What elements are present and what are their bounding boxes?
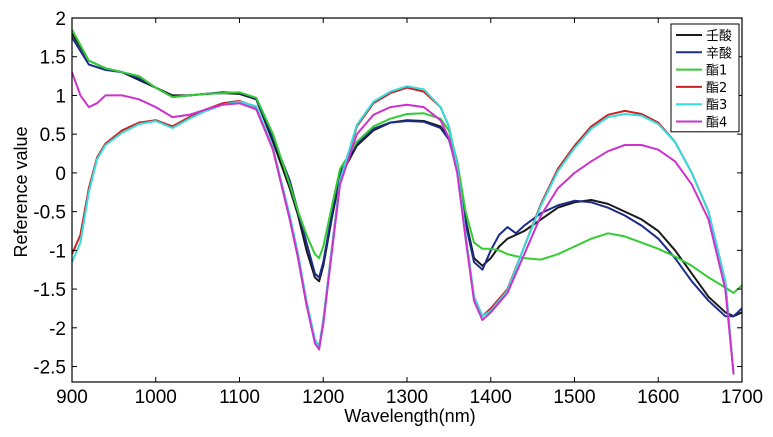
legend-box: [670, 23, 740, 133]
y-tick-label: -1.5: [33, 280, 66, 301]
plot-frame: [71, 17, 743, 383]
x-tick-label: 1300: [386, 387, 428, 408]
y-tick-label: 2: [55, 9, 66, 30]
y-tick-label: 1.5: [40, 48, 66, 69]
y-tick-label: 1: [55, 86, 66, 107]
y-tick-label: -2.5: [33, 358, 66, 379]
y-axis: 2 1.5 1 0.5 0 -0.5 -1 -1.5 -2 -2.5: [33, 9, 742, 379]
x-tick-label: 1500: [553, 387, 595, 408]
series-line-6: [71, 71, 735, 375]
x-tick-label: 1100: [219, 387, 260, 408]
y-tick-label: 0.5: [40, 125, 66, 146]
series-line-2: [71, 36, 743, 318]
x-tick-label: 1600: [637, 387, 679, 408]
plot-area: [71, 17, 743, 383]
y-axis-label: Reference value: [11, 126, 31, 257]
series-line-1: [71, 32, 743, 318]
x-tick-label: 1700: [721, 387, 763, 408]
x-tick-label: 1000: [135, 387, 177, 408]
series-line-3: [71, 29, 743, 294]
legend-label: 酯3: [706, 98, 727, 113]
y-tick-label: -2: [49, 319, 66, 340]
x-tick-label: 1400: [470, 387, 512, 408]
y-tick-label: -0.5: [33, 203, 66, 224]
legend-label: 壬酸: [706, 29, 732, 44]
x-axis-label: Wavelength(nm): [344, 406, 475, 426]
legend-label: 酯4: [706, 116, 727, 131]
legend-label: 辛酸: [706, 46, 732, 61]
x-axis: 900 1000 1100 1200 1300 1400 1500 1600 1700: [56, 18, 763, 408]
legend-label: 酯2: [706, 81, 727, 96]
y-tick-label: -1: [49, 241, 66, 262]
legend-label: 酯1: [706, 64, 727, 79]
x-tick-label: 1200: [302, 387, 344, 408]
x-tick-label: 900: [56, 387, 88, 408]
series-line-4: [71, 86, 735, 375]
series-line-5: [71, 85, 735, 375]
y-tick-label: 0: [55, 164, 66, 185]
